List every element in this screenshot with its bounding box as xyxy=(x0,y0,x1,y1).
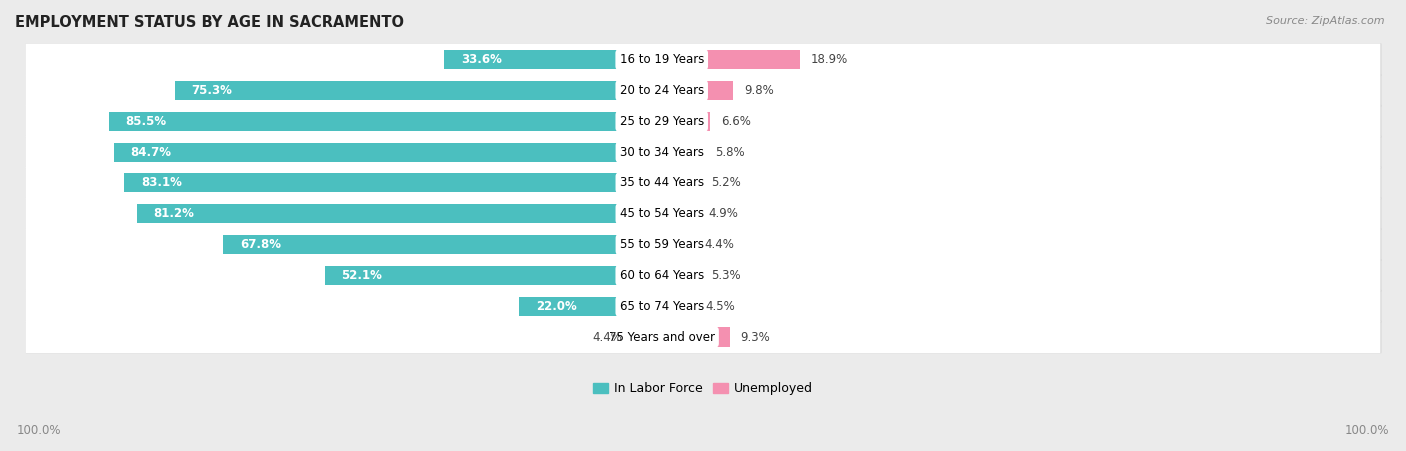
Bar xyxy=(662,297,695,316)
Text: 100.0%: 100.0% xyxy=(17,424,62,437)
Text: 75 Years and over: 75 Years and over xyxy=(609,331,714,344)
FancyBboxPatch shape xyxy=(25,228,1382,261)
FancyBboxPatch shape xyxy=(25,74,1381,106)
FancyBboxPatch shape xyxy=(25,198,1381,230)
Bar xyxy=(124,173,662,193)
FancyBboxPatch shape xyxy=(25,167,1381,199)
Bar xyxy=(136,204,662,223)
Text: 16 to 19 Years: 16 to 19 Years xyxy=(620,53,704,66)
Text: 60 to 64 Years: 60 to 64 Years xyxy=(620,269,704,282)
Bar xyxy=(662,173,700,193)
Text: 85.5%: 85.5% xyxy=(125,115,166,128)
FancyBboxPatch shape xyxy=(25,229,1381,261)
Legend: In Labor Force, Unemployed: In Labor Force, Unemployed xyxy=(588,377,818,400)
Text: EMPLOYMENT STATUS BY AGE IN SACRAMENTO: EMPLOYMENT STATUS BY AGE IN SACRAMENTO xyxy=(15,15,404,30)
Bar xyxy=(662,50,800,69)
Text: 5.3%: 5.3% xyxy=(711,269,741,282)
Text: 9.3%: 9.3% xyxy=(741,331,770,344)
Text: 65 to 74 Years: 65 to 74 Years xyxy=(620,300,704,313)
FancyBboxPatch shape xyxy=(25,198,1382,230)
FancyBboxPatch shape xyxy=(25,166,1382,199)
Bar xyxy=(662,112,710,131)
Bar xyxy=(174,81,662,100)
FancyBboxPatch shape xyxy=(25,321,1381,353)
Text: 33.6%: 33.6% xyxy=(461,53,502,66)
Text: 20 to 24 Years: 20 to 24 Years xyxy=(620,84,704,97)
Bar xyxy=(633,327,662,346)
FancyBboxPatch shape xyxy=(25,290,1381,322)
FancyBboxPatch shape xyxy=(25,259,1382,292)
FancyBboxPatch shape xyxy=(25,44,1381,76)
Bar xyxy=(662,235,693,254)
FancyBboxPatch shape xyxy=(25,259,1381,291)
Text: 30 to 34 Years: 30 to 34 Years xyxy=(620,146,704,159)
FancyBboxPatch shape xyxy=(25,105,1382,138)
FancyBboxPatch shape xyxy=(25,105,1381,138)
FancyBboxPatch shape xyxy=(25,136,1382,169)
Text: 4.5%: 4.5% xyxy=(706,300,735,313)
FancyBboxPatch shape xyxy=(25,43,1382,76)
Text: 18.9%: 18.9% xyxy=(811,53,848,66)
Text: Source: ZipAtlas.com: Source: ZipAtlas.com xyxy=(1267,16,1385,26)
Bar xyxy=(662,266,700,285)
Text: 84.7%: 84.7% xyxy=(131,146,172,159)
Bar xyxy=(662,81,733,100)
Text: 5.2%: 5.2% xyxy=(710,176,741,189)
Bar xyxy=(519,297,662,316)
Text: 4.4%: 4.4% xyxy=(704,238,735,251)
Bar xyxy=(108,112,662,131)
Text: 22.0%: 22.0% xyxy=(536,300,576,313)
FancyBboxPatch shape xyxy=(25,290,1382,322)
Text: 81.2%: 81.2% xyxy=(153,207,194,220)
Bar xyxy=(224,235,662,254)
Bar xyxy=(662,327,730,346)
Bar xyxy=(662,143,704,161)
Bar xyxy=(662,204,697,223)
Bar xyxy=(444,50,662,69)
Text: 4.4%: 4.4% xyxy=(592,331,623,344)
Text: 45 to 54 Years: 45 to 54 Years xyxy=(620,207,704,220)
Bar xyxy=(114,143,662,161)
FancyBboxPatch shape xyxy=(25,74,1382,107)
FancyBboxPatch shape xyxy=(25,321,1382,353)
Text: 67.8%: 67.8% xyxy=(240,238,281,251)
Text: 35 to 44 Years: 35 to 44 Years xyxy=(620,176,704,189)
Text: 5.8%: 5.8% xyxy=(716,146,745,159)
Text: 75.3%: 75.3% xyxy=(191,84,232,97)
Text: 83.1%: 83.1% xyxy=(141,176,181,189)
Text: 9.8%: 9.8% xyxy=(744,84,773,97)
FancyBboxPatch shape xyxy=(25,136,1381,168)
Text: 6.6%: 6.6% xyxy=(721,115,751,128)
Text: 55 to 59 Years: 55 to 59 Years xyxy=(620,238,704,251)
Text: 52.1%: 52.1% xyxy=(342,269,382,282)
Bar xyxy=(325,266,662,285)
Text: 4.9%: 4.9% xyxy=(709,207,738,220)
Text: 25 to 29 Years: 25 to 29 Years xyxy=(620,115,704,128)
Text: 100.0%: 100.0% xyxy=(1344,424,1389,437)
